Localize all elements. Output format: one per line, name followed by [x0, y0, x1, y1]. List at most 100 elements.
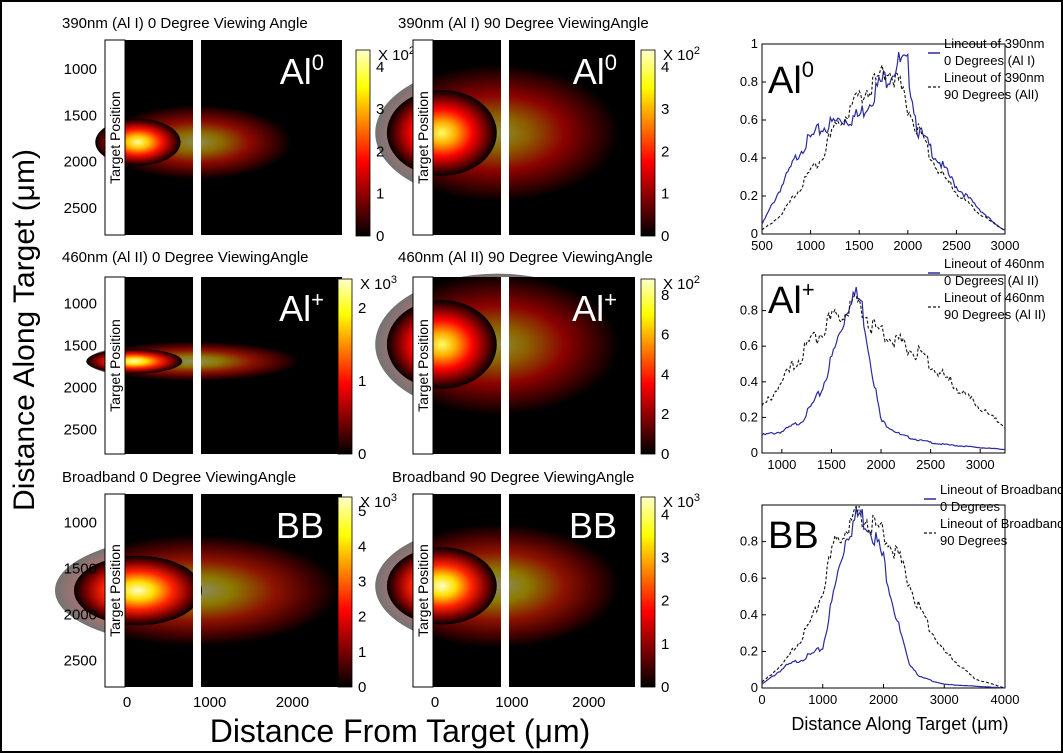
lineout-xtick: 1000 — [767, 457, 796, 472]
colorbar-multiplier: X 103 — [360, 492, 397, 511]
colorbar-tick: 5 — [358, 503, 366, 520]
heatmap-panel-h6: Broadband 90 Degree ViewingAngle Target P… — [375, 469, 700, 711]
target-strip — [412, 493, 434, 688]
target-position-label: Target Position — [415, 319, 431, 412]
target-strip — [104, 276, 126, 455]
lineout-xtick: 1500 — [817, 457, 846, 472]
series-line-0deg — [761, 507, 1006, 689]
heatmap-title: 460nm (Al II) 0 Degree ViewingAngle — [62, 249, 309, 266]
lineout-ytick: 0.2 — [740, 643, 758, 658]
species-name: Al — [280, 51, 312, 92]
colorbar-mult-base: X 10 — [663, 494, 694, 511]
lineout-ytick: 0 — [751, 445, 758, 460]
colorbar-tick: 1 — [358, 373, 366, 390]
legend-entry: Lineout of 460nm — [944, 290, 1044, 305]
colorbar-mult-base: X 10 — [378, 47, 409, 64]
colorbar-mult-exp: 3 — [694, 492, 700, 504]
heatmap-xtick: 1000 — [193, 694, 226, 711]
colorbar — [337, 496, 353, 688]
lineout-xtick: 3000 — [966, 457, 995, 472]
species-name: Al — [768, 60, 802, 102]
colorbar-tick: 4 — [358, 538, 366, 555]
colorbar — [355, 49, 371, 237]
colorbar-multiplier: X 103 — [663, 492, 700, 511]
colorbar-tick: 1 — [358, 644, 366, 661]
heatmap-ytick: 1500 — [64, 107, 97, 124]
lineout-ytick: 0.8 — [740, 74, 758, 89]
target-strip — [104, 39, 126, 236]
species-label: BB — [569, 505, 617, 546]
target-position-label: Target Position — [107, 319, 123, 412]
species-superscript: 0 — [605, 50, 617, 75]
heatmap-hotspot — [386, 89, 497, 176]
legend-entry: Lineout of 390nm — [944, 70, 1044, 85]
colorbar-multiplier: X 102 — [378, 45, 415, 64]
heatmap-title: Broadband 0 Degree ViewingAngle — [62, 469, 296, 486]
lineout-ytick: 0.4 — [740, 607, 758, 622]
colorbar-tick: 4 — [661, 59, 669, 76]
colorbar-tick: 3 — [661, 101, 669, 118]
heatmap-panel-h5: Broadband 0 Degree ViewingAngle Target Po… — [54, 469, 397, 711]
colorbar-mult-base: X 10 — [663, 47, 694, 64]
lineout-xtick: 0 — [758, 692, 765, 707]
heatmap-ytick: 2500 — [64, 422, 97, 439]
colorbar-mult-base: X 10 — [360, 494, 391, 511]
lineout-xtick: 2500 — [942, 238, 971, 253]
heatmap-xtick: 2000 — [572, 694, 605, 711]
species-superscript: + — [311, 287, 324, 312]
lineout-xtick: 2000 — [869, 692, 898, 707]
lineout-ytick: 0.6 — [740, 570, 758, 585]
plot-frame — [761, 43, 1006, 235]
species-name: BB — [276, 505, 324, 546]
species-superscript: 0 — [802, 57, 814, 82]
species-name: Al — [768, 280, 802, 322]
lineout-xtick: 1000 — [796, 238, 825, 253]
heatmap-xtick: 1000 — [495, 694, 528, 711]
lineout-xtick: 2500 — [916, 457, 945, 472]
species-name: BB — [569, 505, 617, 546]
colorbar-tick: 0 — [376, 228, 384, 245]
lineout-xtick: 500 — [751, 238, 773, 253]
series-line-90deg — [761, 63, 1006, 231]
colorbar-mult-base: X 10 — [360, 276, 391, 293]
species-name: Al — [573, 51, 605, 92]
target-position-label: Target Position — [107, 91, 123, 184]
colorbar-tick: 2 — [661, 406, 669, 423]
colorbar-mult-exp: 2 — [694, 45, 700, 57]
colorbar-tick: 0 — [358, 679, 366, 696]
species-superscript: 0 — [312, 50, 324, 75]
species-superscript: + — [802, 277, 815, 302]
heatmap-ytick: 1000 — [64, 295, 97, 312]
lineout-ytick: 0.8 — [740, 534, 758, 549]
lineout-ytick: 0.8 — [740, 303, 758, 318]
lineout-xtick: 1000 — [808, 692, 837, 707]
heatmap-title: 460nm (Al II) 90 Degree ViewingAngle — [398, 249, 653, 266]
heatmap-panel-h2: 390nm (Al I) 90 Degree ViewingAngle Targe… — [375, 15, 700, 245]
series-line-90deg — [761, 294, 1006, 428]
lineout-panel-l2: 1000 1500 2000 2500 3000 0 0.2 0.4 0.6 0.8 Al+ Line… — [740, 256, 1046, 472]
species-name: Al — [279, 288, 311, 329]
species-name: Al — [572, 288, 604, 329]
lineout-ytick: 0.6 — [740, 338, 758, 353]
colorbar-tick: 3 — [358, 573, 366, 590]
target-position-label: Target Position — [415, 91, 431, 184]
colorbar-tick: 2 — [661, 593, 669, 610]
legend-entry: 90 Degrees (Al II) — [944, 307, 1046, 322]
species-label: BB — [276, 505, 324, 546]
legend-entry: Lineout of 460nm — [944, 256, 1044, 271]
colorbar — [640, 278, 656, 455]
colorbar-mult-exp: 2 — [694, 274, 700, 286]
target-strip — [412, 39, 434, 236]
lineout-xtick: 1500 — [845, 238, 874, 253]
lineout-xtick: 3000 — [930, 692, 959, 707]
colorbar-tick: 1 — [661, 186, 669, 203]
species-label: Al+ — [279, 287, 324, 329]
heatmap-divider — [501, 277, 509, 454]
heatmap-divider — [501, 494, 509, 687]
colorbar-tick: 0 — [661, 228, 669, 245]
heatmap-ytick: 1000 — [64, 61, 97, 78]
colorbar-tick: 8 — [661, 287, 669, 304]
colorbar-tick: 0 — [358, 446, 366, 463]
heatmap-hotspot — [86, 348, 183, 374]
